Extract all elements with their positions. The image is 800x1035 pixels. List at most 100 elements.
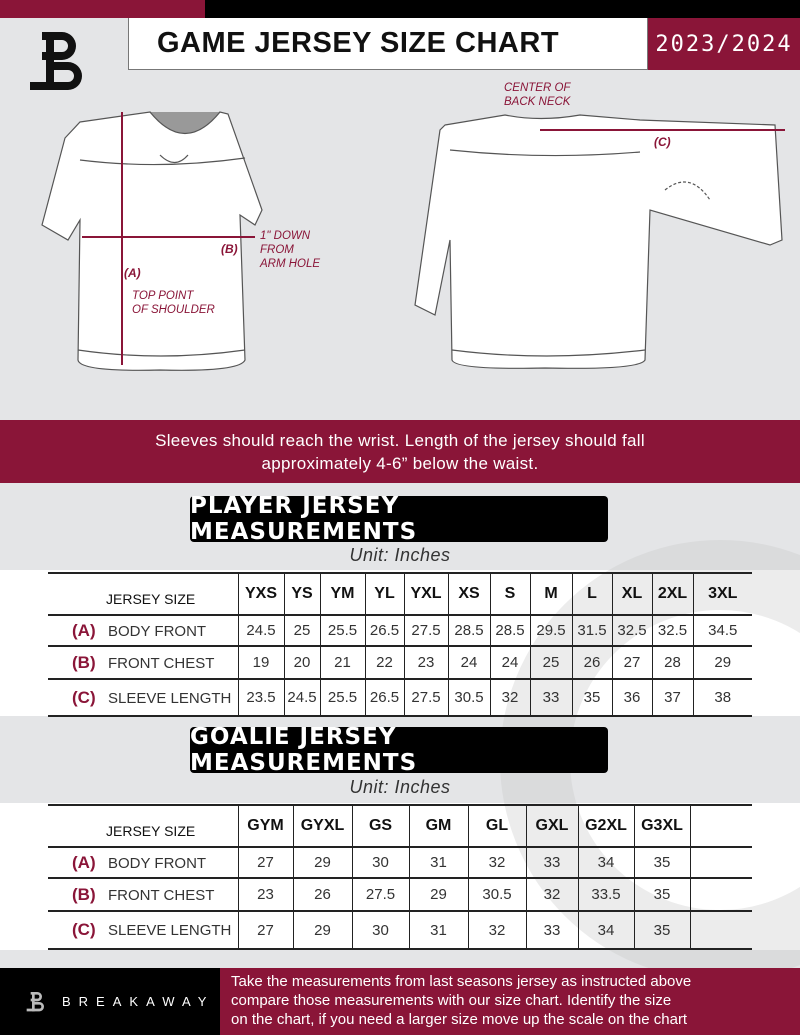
top-bar-accent	[0, 0, 205, 18]
size-column-header: YS	[283, 572, 320, 615]
measurement-cell: 27	[237, 846, 293, 878]
footer-line-1: Take the measurements from last seasons …	[231, 973, 692, 990]
measurement-cell: 33	[525, 910, 578, 950]
measurement-cell: 29	[692, 645, 752, 679]
measurement-cell: 32.5	[611, 614, 652, 646]
row-letter: (C)	[72, 687, 96, 707]
measurement-cell: 30.5	[467, 877, 526, 911]
measurement-cell: 31	[408, 910, 468, 950]
header-row: JERSEY SIZE GYM GYXL GS GM GL GXL G2XL G3XL	[48, 804, 752, 847]
size-column-header: 2XL	[651, 572, 693, 615]
measurement-cell: 25	[529, 645, 572, 679]
measurement-cell: 30	[351, 846, 409, 878]
measurement-cell: 35	[633, 877, 690, 911]
size-column-header: YXL	[403, 572, 448, 615]
table-row: (A) BODY FRONT 24.5 25 25.5 26.5 27.5 28.5 28.5 2…	[48, 614, 752, 646]
page-title: GAME JERSEY SIZE CHART	[128, 18, 648, 70]
size-column-header: GL	[467, 804, 526, 847]
measurement-cell: 30	[351, 910, 409, 950]
label-b: (B)	[221, 242, 238, 256]
measurement-cell: 26.5	[364, 678, 404, 717]
table-row: (B) FRONT CHEST 19 20 21 22 23 24 24 25 26 27 28 29	[48, 645, 752, 679]
front-jersey-drawing	[41, 111, 263, 371]
size-column-header: YL	[364, 572, 404, 615]
measurement-cell: 29	[292, 910, 352, 950]
size-column-header: GS	[351, 804, 409, 847]
goalie-size-table: JERSEY SIZE GYM GYXL GS GM GL GXL G2XL G3XL (A) BO…	[48, 804, 752, 950]
row-letter: (A)	[72, 852, 96, 872]
size-column-header: YM	[319, 572, 365, 615]
note-arm-hole: ARM HOLE	[260, 258, 321, 270]
goalie-section-title: GOALIE JERSEY MEASUREMENTS	[190, 724, 608, 776]
jersey-diagram	[41, 111, 785, 371]
measurement-cell: 22	[364, 645, 404, 679]
measurement-cell: 35	[571, 678, 612, 717]
size-header: JERSEY SIZE	[48, 572, 238, 615]
measurement-cell: 28.5	[489, 614, 530, 646]
measurement-cell: 29	[292, 846, 352, 878]
measurement-cell: 28.5	[447, 614, 490, 646]
measurement-cell: 25.5	[319, 678, 365, 717]
row-label: (C) SLEEVE LENGTH	[48, 910, 238, 950]
size-column-header	[689, 804, 752, 847]
note-top-point: TOP POINT	[132, 290, 194, 302]
measurement-cell	[689, 910, 752, 950]
size-column-header: GXL	[525, 804, 578, 847]
measurement-cell: 30.5	[447, 678, 490, 717]
measurement-cell: 36	[611, 678, 652, 717]
row-label: (A) BODY FRONT	[48, 614, 238, 646]
measurement-cell: 28	[651, 645, 693, 679]
table-row: (B) FRONT CHEST 23 26 27.5 29 30.5 32 33.5 35	[48, 877, 752, 911]
size-column-header: S	[489, 572, 530, 615]
footer-line-2: compare those measurements with our size…	[231, 992, 672, 1009]
measurement-cell: 24	[489, 645, 530, 679]
banner-line-2: approximately 4-6” below the waist.	[261, 454, 539, 473]
size-column-header: YXS	[237, 572, 284, 615]
note-from: FROM	[260, 244, 294, 256]
row-name: FRONT CHEST	[108, 654, 215, 672]
measurement-cell: 32	[467, 910, 526, 950]
table-row: (C) SLEEVE LENGTH 23.5 24.5 25.5 26.5 27.5 30.5…	[48, 678, 752, 717]
label-c: (C)	[654, 135, 671, 149]
row-label: (B) FRONT CHEST	[48, 877, 238, 911]
measurement-cell: 32	[467, 846, 526, 878]
size-column-header: GM	[408, 804, 468, 847]
footer-instructions: Take the measurements from last seasons …	[220, 968, 800, 1035]
top-bar-dark	[205, 0, 800, 18]
player-unit: Unit: Inches	[349, 545, 451, 565]
row-label: (C) SLEEVE LENGTH	[48, 678, 238, 717]
measurement-cell: 27	[611, 645, 652, 679]
row-name: SLEEVE LENGTH	[108, 922, 232, 939]
measurement-cell: 27	[237, 910, 293, 950]
measurement-cell	[689, 846, 752, 878]
measurement-cell: 31.5	[571, 614, 612, 646]
size-column-header: G3XL	[633, 804, 690, 847]
measurement-cell: 34.5	[692, 614, 752, 646]
breakaway-logo-icon	[26, 991, 44, 1011]
size-column-header: 3XL	[692, 572, 752, 615]
row-letter: (B)	[72, 652, 96, 672]
measurement-cell: 26	[292, 877, 352, 911]
row-name: BODY FRONT	[108, 854, 207, 872]
measurement-cell: 21	[319, 645, 365, 679]
measurement-cell: 33	[529, 678, 572, 717]
measurement-cell: 33.5	[577, 877, 634, 911]
measurement-cell: 23.5	[237, 678, 284, 717]
row-letter: (B)	[72, 884, 96, 904]
measurement-cell: 24.5	[237, 614, 284, 646]
measurement-cell: 38	[692, 678, 752, 717]
measurement-cell: 26	[571, 645, 612, 679]
measurement-cell: 29	[408, 877, 468, 911]
measurement-cell: 35	[633, 846, 690, 878]
measurement-cell: 29.5	[529, 614, 572, 646]
row-label: (B) FRONT CHEST	[48, 645, 238, 679]
header-row: JERSEY SIZE YXS YS YM YL YXL XS S M L XL 2XL 3XL	[48, 572, 752, 615]
instruction-banner: Sleeves should reach the wrist. Length o…	[0, 420, 800, 483]
note-center-of: CENTER OF	[504, 82, 571, 94]
measurement-cell: 33	[525, 846, 578, 878]
measurement-cell: 34	[577, 910, 634, 950]
row-name: BODY FRONT	[108, 622, 207, 640]
size-column-header: XS	[447, 572, 490, 615]
season-badge: 2023/2024	[648, 18, 800, 70]
player-size-table: JERSEY SIZE YXS YS YM YL YXL XS S M L XL 2XL 3XL (A) B…	[48, 572, 752, 717]
